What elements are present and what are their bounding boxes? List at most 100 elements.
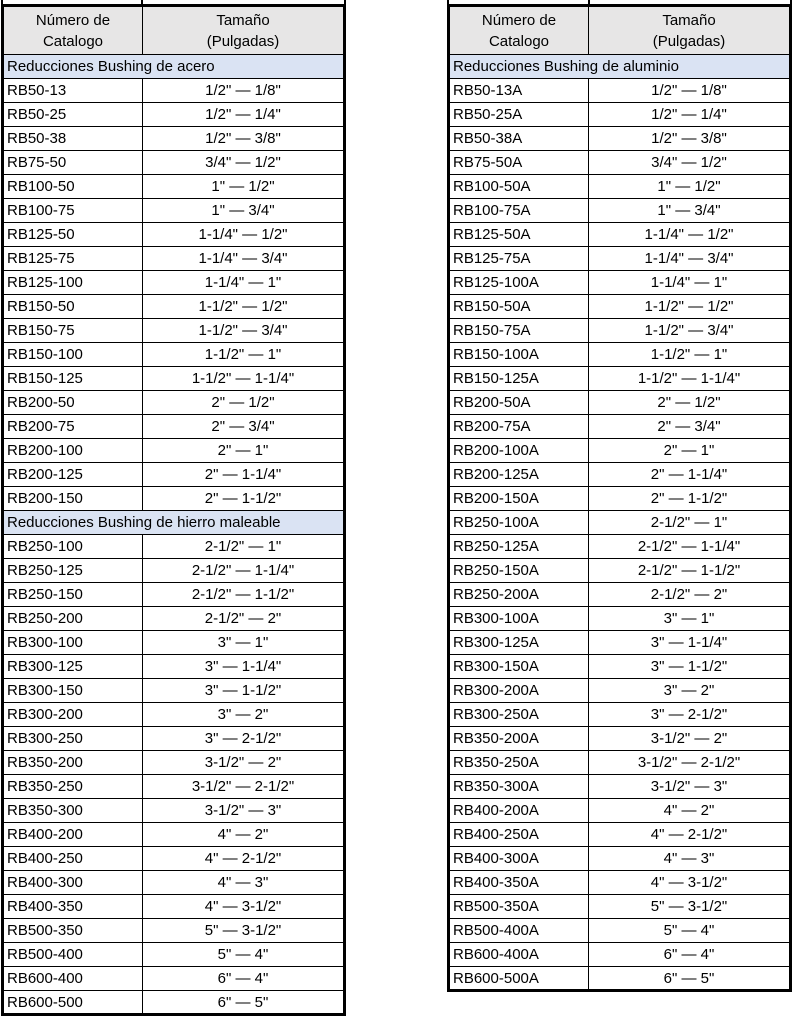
table-row: RB250-125A 2-1/2" — 1-1/4" [448,534,791,559]
table-row: RB250-100 2-1/2" — 1" [2,534,345,559]
size-cell: 4" — 2-1/2" [588,822,791,847]
table-row: RB300-125 3" — 1-1/4" [2,654,345,679]
catalog-number-cell: RB50-38 [2,126,143,151]
table-row: RB125-100 1-1/4" — 1" [2,270,345,295]
table-row: RB400-250A 4" — 2-1/2" [448,822,791,847]
section-header-row: Reducciones Bushing de aluminio [448,54,791,79]
size-cell: 2" — 1-1/2" [588,486,791,511]
catalog-number-cell: RB400-300 [2,870,143,895]
table-row: RB400-250 4" — 2-1/2" [2,846,345,871]
size-cell: 1-1/2" — 1-1/4" [142,366,345,391]
table-row: RB125-100A 1-1/4" — 1" [448,270,791,295]
catalog-number-cell: RB400-250 [2,846,143,871]
catalog-number-cell: RB125-100A [448,270,589,295]
catalog-number-cell: RB250-150 [2,582,143,607]
catalog-number-cell: RB50-25 [2,102,143,127]
size-cell: 3-1/2" — 2-1/2" [142,774,345,799]
table-row: RB350-300A 3-1/2" — 3" [448,774,791,799]
catalog-number-cell: RB125-75 [2,246,143,271]
table-row: RB350-300 3-1/2" — 3" [2,798,345,823]
table-row: RB600-500A 6" — 5" [448,966,791,991]
table-row: RB200-100A 2" — 1" [448,438,791,463]
catalog-number-cell: RB300-125 [2,654,143,679]
catalog-table-aluminum: Número de Catalogo Tamaño (Pulgadas) Red… [447,4,792,992]
catalog-number-cell: RB500-400A [448,918,589,943]
size-cell: 1-1/4" — 3/4" [142,246,345,271]
size-cell: 1" — 3/4" [588,198,791,223]
catalog-number-cell: RB400-200A [448,798,589,823]
table-row: RB50-13 1/2" — 1/8" [2,78,345,103]
size-cell: 5" — 3-1/2" [588,894,791,919]
table-row: RB125-50 1-1/4" — 1/2" [2,222,345,247]
size-cell: 2-1/2" — 2" [142,606,345,631]
table-row: RB250-150A 2-1/2" — 1-1/2" [448,558,791,583]
catalog-number-cell: RB200-100A [448,438,589,463]
table-row: RB250-100A 2-1/2" — 1" [448,510,791,535]
size-cell: 6" — 5" [142,990,345,1015]
size-cell: 3/4" — 1/2" [588,150,791,175]
size-cell: 6" — 5" [588,966,791,991]
section-title: Reducciones Bushing de hierro maleable [2,510,345,535]
size-cell: 1" — 1/2" [588,174,791,199]
table-row: RB300-125A 3" — 1-1/4" [448,630,791,655]
catalog-number-cell: RB350-300 [2,798,143,823]
catalog-number-cell: RB100-50 [2,174,143,199]
table-row: RB125-50A 1-1/4" — 1/2" [448,222,791,247]
size-cell: 4" — 2-1/2" [142,846,345,871]
catalog-number-cell: RB250-100 [2,534,143,559]
table-row: RB300-250A 3" — 2-1/2" [448,702,791,727]
table-row: RB400-350A 4" — 3-1/2" [448,870,791,895]
table-row: RB200-75A 2" — 3/4" [448,414,791,439]
table-row: RB75-50 3/4" — 1/2" [2,150,345,175]
size-cell: 1/2" — 1/4" [142,102,345,127]
catalog-number-cell: RB300-125A [448,630,589,655]
size-cell: 1" — 1/2" [142,174,345,199]
size-cell: 2" — 1" [588,438,791,463]
table-row: RB150-75A 1-1/2" — 3/4" [448,318,791,343]
catalog-number-cell: RB150-125A [448,366,589,391]
table-row: RB350-250A 3-1/2" — 2-1/2" [448,750,791,775]
size-cell: 2-1/2" — 1-1/2" [588,558,791,583]
header-row: Número de Catalogo Tamaño (Pulgadas) [2,5,345,55]
catalog-number-cell: RB600-500 [2,990,143,1015]
size-cell: 2" — 1-1/4" [142,462,345,487]
size-cell: 1/2" — 1/8" [142,78,345,103]
size-cell: 2-1/2" — 1-1/4" [588,534,791,559]
table-row: RB200-50 2" — 1/2" [2,390,345,415]
table-row: RB400-200 4" — 2" [2,822,345,847]
catalog-number-cell: RB200-50 [2,390,143,415]
table-row: RB350-200 3-1/2" — 2" [2,750,345,775]
table-row: RB300-150A 3" — 1-1/2" [448,654,791,679]
size-cell: 1-1/4" — 1/2" [142,222,345,247]
size-cell: 3/4" — 1/2" [142,150,345,175]
catalog-number-cell: RB50-25A [448,102,589,127]
catalog-number-cell: RB500-400 [2,942,143,967]
table-row: RB150-125 1-1/2" — 1-1/4" [2,366,345,391]
catalog-number-cell: RB300-100A [448,606,589,631]
table-row: RB600-400A 6" — 4" [448,942,791,967]
catalog-number-cell: RB400-200 [2,822,143,847]
catalog-number-header: Número de Catalogo [2,5,143,55]
section-title: Reducciones Bushing de aluminio [448,54,791,79]
size-cell: 2-1/2" — 2" [588,582,791,607]
table-row: RB500-400 5" — 4" [2,942,345,967]
catalog-number-cell: RB600-400A [448,942,589,967]
catalog-number-cell: RB300-250A [448,702,589,727]
size-cell: 2" — 1-1/2" [142,486,345,511]
catalog-table-aluminum-container: Número de Catalogo Tamaño (Pulgadas) Red… [447,0,795,992]
table-row: RB600-500 6" — 5" [2,990,345,1015]
catalog-number-cell: RB75-50 [2,150,143,175]
table-row: RB400-350 4" — 3-1/2" [2,894,345,919]
size-cell: 1/2" — 1/8" [588,78,791,103]
table-row: RB200-50A 2" — 1/2" [448,390,791,415]
table-row: RB300-200A 3" — 2" [448,678,791,703]
table-row: RB350-250 3-1/2" — 2-1/2" [2,774,345,799]
size-cell: 3" — 1-1/4" [588,630,791,655]
catalog-number-cell: RB350-200 [2,750,143,775]
table-row: RB75-50A 3/4" — 1/2" [448,150,791,175]
size-cell: 1-1/2" — 1/2" [588,294,791,319]
table-row: RB100-50 1" — 1/2" [2,174,345,199]
size-cell: 5" — 4" [142,942,345,967]
catalog-number-cell: RB300-200 [2,702,143,727]
catalog-number-cell: RB350-250A [448,750,589,775]
